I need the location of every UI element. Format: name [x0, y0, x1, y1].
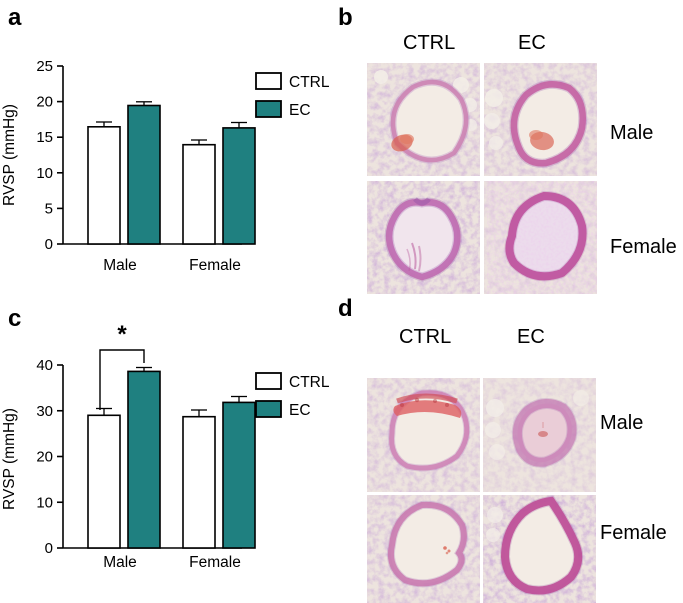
svg-text:Male: Male	[103, 554, 137, 570]
svg-text:15: 15	[36, 129, 53, 146]
svg-text:5: 5	[45, 200, 53, 217]
svg-text:RVSP (mmHg): RVSP (mmHg)	[1, 408, 18, 510]
svg-text:Female: Female	[189, 257, 241, 274]
svg-text:20: 20	[36, 94, 53, 111]
svg-text:20: 20	[36, 449, 53, 466]
svg-text:Male: Male	[103, 257, 137, 274]
svg-text:CTRL: CTRL	[289, 374, 330, 391]
svg-text:10: 10	[36, 165, 53, 182]
svg-text:30: 30	[36, 403, 53, 420]
svg-text:CTRL: CTRL	[289, 74, 330, 91]
svg-text:0: 0	[45, 540, 53, 557]
svg-text:40: 40	[36, 357, 53, 374]
svg-text:10: 10	[36, 494, 53, 511]
svg-text:Female: Female	[189, 554, 241, 570]
svg-text:EC: EC	[289, 102, 311, 119]
svg-text:RVSP (mmHg): RVSP (mmHg)	[1, 104, 18, 206]
svg-text:*: *	[117, 321, 127, 348]
svg-text:25: 25	[36, 58, 53, 75]
svg-text:EC: EC	[289, 402, 311, 419]
svg-text:0: 0	[45, 236, 53, 253]
